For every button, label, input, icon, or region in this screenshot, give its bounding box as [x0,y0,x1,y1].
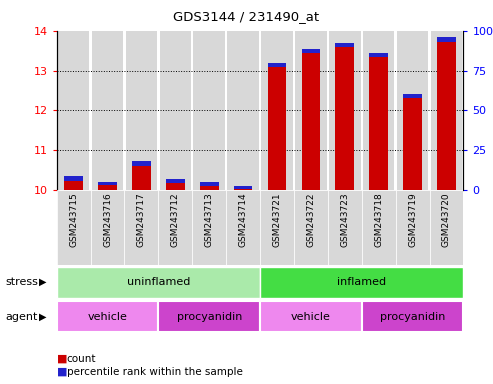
FancyBboxPatch shape [395,190,429,265]
Bar [98,182,117,185]
Text: vehicle: vehicle [291,312,331,322]
Text: ▶: ▶ [39,312,47,322]
FancyBboxPatch shape [192,190,226,265]
Bar [302,49,320,53]
Bar [302,49,320,190]
Bar [295,31,327,190]
Text: stress: stress [5,277,38,287]
Text: GSM243713: GSM243713 [205,192,214,247]
FancyBboxPatch shape [226,190,260,265]
Text: ▶: ▶ [39,277,47,287]
FancyBboxPatch shape [260,190,294,265]
Bar [397,31,428,190]
Bar [64,176,83,190]
FancyBboxPatch shape [158,301,260,332]
Text: GSM243718: GSM243718 [374,192,383,247]
Bar [437,38,456,42]
Text: GSM243715: GSM243715 [69,192,78,247]
Bar [98,182,117,190]
Text: GSM243719: GSM243719 [408,192,417,247]
Text: procyanidin: procyanidin [380,312,445,322]
Bar [261,31,293,190]
Text: inflamed: inflamed [337,277,387,287]
FancyBboxPatch shape [57,266,260,298]
Bar [227,31,259,190]
Text: GSM243721: GSM243721 [273,192,282,247]
Bar [335,43,354,190]
Text: ■: ■ [57,367,67,377]
Text: GSM243720: GSM243720 [442,192,451,247]
Bar [193,31,225,190]
Text: GDS3144 / 231490_at: GDS3144 / 231490_at [174,10,319,23]
Text: GSM243717: GSM243717 [137,192,146,247]
FancyBboxPatch shape [124,190,158,265]
Text: GSM243712: GSM243712 [171,192,180,247]
FancyBboxPatch shape [260,301,362,332]
Bar [329,31,360,190]
Bar [166,179,185,183]
Bar [268,63,286,67]
Bar [166,179,185,190]
FancyBboxPatch shape [429,190,463,265]
Bar [58,31,89,190]
Bar [160,31,191,190]
FancyBboxPatch shape [91,190,124,265]
Bar [234,186,252,189]
Bar [200,182,218,190]
FancyBboxPatch shape [158,190,192,265]
Text: GSM243723: GSM243723 [340,192,350,247]
FancyBboxPatch shape [362,190,395,265]
Text: vehicle: vehicle [88,312,128,322]
Text: GSM243716: GSM243716 [103,192,112,247]
Text: uninflamed: uninflamed [127,277,190,287]
Text: agent: agent [5,312,37,322]
Bar [132,161,151,190]
Bar [64,176,83,181]
Bar [92,31,123,190]
Text: ■: ■ [57,354,67,364]
Text: procyanidin: procyanidin [176,312,242,322]
Bar [234,186,252,190]
Text: GSM243714: GSM243714 [239,192,247,247]
Text: percentile rank within the sample: percentile rank within the sample [67,367,243,377]
Bar [335,43,354,47]
Bar [200,182,218,186]
Bar [132,161,151,166]
FancyBboxPatch shape [328,190,362,265]
Bar [431,31,462,190]
Bar [126,31,157,190]
Bar [363,31,394,190]
Bar [268,63,286,190]
Text: count: count [67,354,96,364]
Text: GSM243722: GSM243722 [306,192,316,247]
Bar [403,94,422,98]
Bar [369,53,388,56]
FancyBboxPatch shape [260,266,463,298]
Bar [437,38,456,190]
Bar [403,94,422,190]
FancyBboxPatch shape [362,301,463,332]
Bar [369,53,388,190]
FancyBboxPatch shape [294,190,328,265]
FancyBboxPatch shape [57,190,91,265]
FancyBboxPatch shape [57,301,158,332]
